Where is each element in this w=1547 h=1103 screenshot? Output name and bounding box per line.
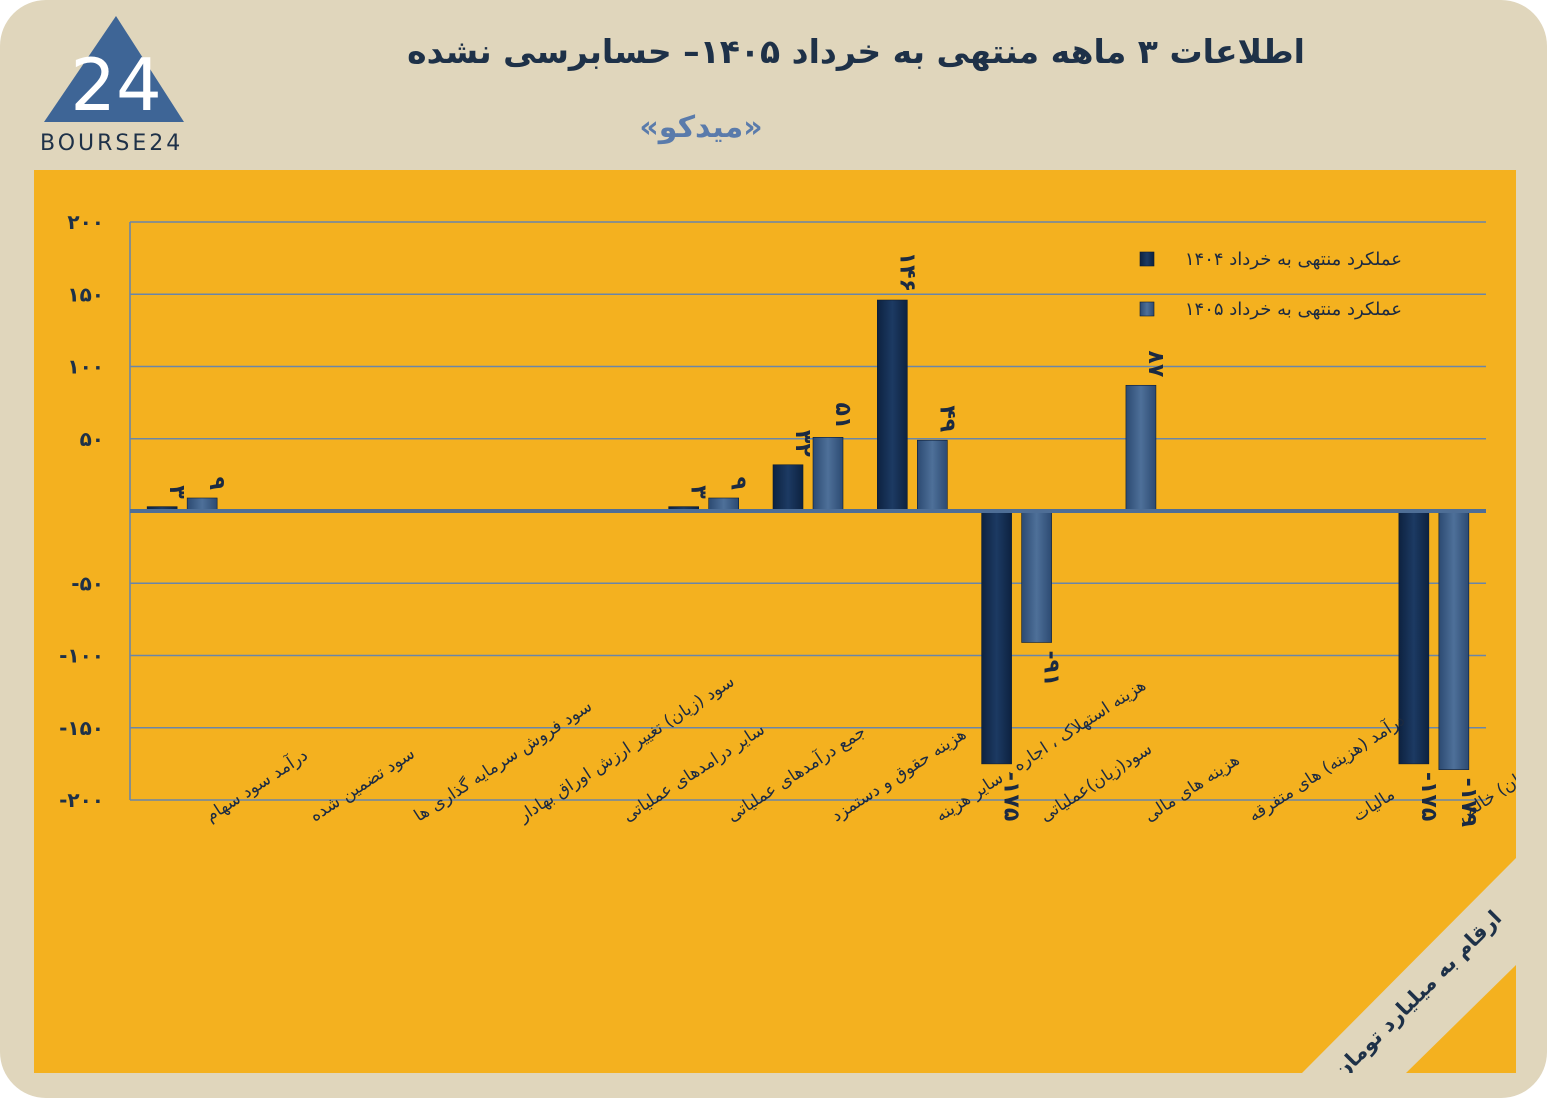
legend-swatch [1139, 301, 1155, 317]
y-tick-label: ۱۵۰ [67, 282, 104, 306]
bar [1021, 510, 1052, 643]
bar [1438, 510, 1470, 770]
bar-value-label: ۹ [726, 477, 751, 490]
bar-value-label: ۴۹ [934, 405, 959, 432]
y-tick-label: -۱۰۰ [59, 644, 104, 668]
logo-text: BOURSE24 [40, 131, 184, 156]
bar-value-label: ۸۷ [1143, 350, 1168, 377]
bar-value-label: ۳۲ [790, 430, 815, 457]
chart-subtitle: «میدکو» [639, 110, 763, 145]
y-tick-label: -۵۰ [71, 571, 104, 595]
bar-chart: ۲۰۰ ۱۵۰ ۱۰۰ ۵۰ -۵۰ -۱۰۰ -۱۵۰ -۲۰۰ ۳ ۳ ۳۲ ۱۴۶ -۱۷۵ -۱۷… [59, 210, 1516, 1073]
legend-entry: عملکرد منتهی به خرداد ۱۴۰۴ [1185, 249, 1402, 270]
unit-ribbon [1302, 858, 1516, 1073]
bar-value-label: ۳ [164, 485, 189, 499]
bourse24-logo-icon: 24 [44, 16, 184, 127]
y-tick-label: -۱۵۰ [59, 716, 104, 740]
y-tick-label: ۲۰۰ [67, 210, 104, 234]
bar-value-label: ۵۱ [830, 402, 855, 429]
logo-mark: 24 [70, 43, 162, 127]
y-tick-label: ۵۰ [80, 427, 104, 451]
bar [772, 464, 804, 512]
legend-entry: عملکرد منتهی به خرداد ۱۴۰۵ [1185, 299, 1402, 320]
chart-panel: ۲۰۰ ۱۵۰ ۱۰۰ ۵۰ -۵۰ -۱۰۰ -۱۵۰ -۲۰۰ ۳ ۳ ۳۲ ۱۴۶ -۱۷۵ -۱۷… [34, 170, 1516, 1073]
bar-value-label: -۱۷۵ [1416, 772, 1441, 821]
bar [917, 439, 948, 512]
bar-value-label: -۱۷۹ [1456, 778, 1481, 827]
bar-value-label: ۱۴۶ [894, 252, 919, 292]
chart-title: اطلاعات ۳ ماهه منتهی به خرداد ۱۴۰۵– حساب… [407, 32, 1305, 71]
bar-value-label: ۹ [204, 477, 229, 490]
bar [877, 299, 908, 512]
bar [981, 510, 1012, 765]
y-tick-label: ۱۰۰ [67, 355, 104, 379]
y-tick-label: -۲۰۰ [59, 788, 104, 812]
bar [812, 437, 844, 512]
bar [1125, 384, 1157, 512]
bar-value-label: -۱۷۵ [999, 772, 1024, 821]
bar-value-label: -۹۱ [1039, 650, 1064, 686]
bar-value-label: ۳ [686, 485, 711, 499]
legend-swatch [1139, 251, 1155, 267]
